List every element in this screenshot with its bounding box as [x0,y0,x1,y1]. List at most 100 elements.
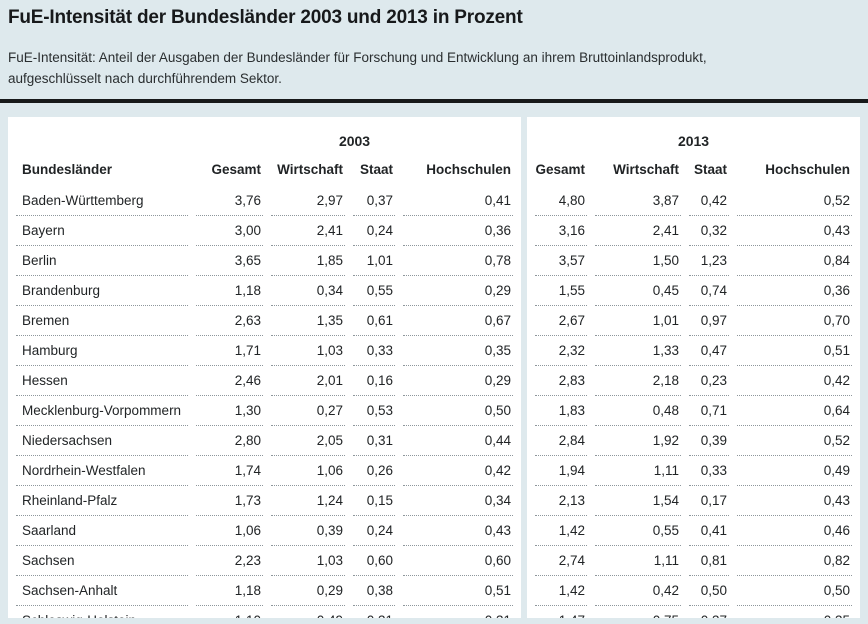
cell-wirtschaft-2013: 0,75 [595,606,681,618]
cell-wirtschaft-2013: 1,54 [595,486,681,516]
column-header-gesamt-2003: Gesamt [211,161,261,177]
cell-staat-2003: 0,15 [353,486,395,516]
subtitle-line-1: FuE-Intensität: Anteil der Ausgaben der … [8,50,707,65]
cell-gesamt-2003: 1,30 [196,396,263,426]
table-body-2013: 4,80 3,87 0,42 0,52 3,16 2,41 0,32 0,43 … [535,186,853,618]
subtitle-line-2: aufgeschlüsselt nach durchführendem Sekt… [8,71,282,86]
cell-gesamt-2013: 2,83 [535,366,587,396]
cell-staat-2013: 0,81 [689,546,729,576]
cell-hochschulen-2003: 0,41 [403,186,514,216]
cell-staat-2013: 0,23 [689,366,729,396]
table-row-2013: 1,55 0,45 0,74 0,36 [535,276,853,306]
cell-wirtschaft-2003: 1,85 [271,246,345,276]
table-row-2003: Bayern 3,00 2,41 0,24 0,36 [16,216,514,246]
table-row-2013: 2,32 1,33 0,47 0,51 [535,336,853,366]
cell-wirtschaft-2003: 1,24 [271,486,345,516]
column-header-gesamt-2013: Gesamt [535,161,585,177]
cell-staat-2013: 0,39 [689,426,729,456]
table-row-2003: Nordrhein-Westfalen 1,74 1,06 0,26 0,42 [16,456,514,486]
cell-staat-2003: 0,24 [353,216,395,246]
table-row-2013: 3,57 1,50 1,23 0,84 [535,246,853,276]
cell-staat-2013: 0,50 [689,576,729,606]
column-header-row-2003: Bundesländer Gesamt Wirtschaft Staat Hoc… [16,152,513,186]
cell-hochschulen-2013: 0,64 [737,396,853,426]
cell-hochschulen-2013: 0,70 [737,306,853,336]
cell-wirtschaft-2003: 1,03 [271,336,345,366]
column-header-wirtschaft-2013: Wirtschaft [613,161,679,177]
cell-gesamt-2013: 4,80 [535,186,587,216]
row-label: Schleswig-Holstein [16,606,188,618]
column-header-staat-2003: Staat [359,161,393,177]
row-label: Brandenburg [16,276,188,306]
table-row-2003: Schleswig-Holstein 1,10 0,49 0,31 0,31 [16,606,513,618]
cell-gesamt-2013: 2,74 [535,546,587,576]
table-body-2003: Baden-Württemberg 3,76 2,97 0,37 0,41 Ba… [16,186,514,618]
column-header-hochschulen-2013: Hochschulen [765,161,851,177]
cell-hochschulen-2013: 0,51 [737,336,853,366]
table-panel-2003: 2003 Bundesländer Gesamt Wirtschaft Staa… [8,117,521,618]
cell-gesamt-2003: 2,80 [196,426,263,456]
table-row-2003: Sachsen-Anhalt 1,18 0,29 0,38 0,51 [16,576,514,606]
page-subtitle: FuE-Intensität: Anteil der Ausgaben der … [8,47,860,89]
cell-hochschulen-2013: 0,84 [737,246,853,276]
row-label: Saarland [16,516,188,546]
cell-hochschulen-2013: 0,50 [737,576,853,606]
cell-gesamt-2013: 2,84 [535,426,587,456]
cell-hochschulen-2003: 0,67 [403,306,514,336]
cell-hochschulen-2003: 0,36 [403,216,514,246]
cell-staat-2003: 0,53 [353,396,395,426]
cell-staat-2013: 0,37 [689,606,729,618]
column-header-hochschulen-2003: Hochschulen [426,161,512,177]
cell-staat-2003: 0,24 [353,516,395,546]
cell-gesamt-2013: 1,47 [535,606,587,618]
row-label: Hessen [16,366,188,396]
cell-staat-2013: 0,41 [689,516,729,546]
cell-hochschulen-2003: 0,29 [403,366,514,396]
cell-staat-2013: 0,33 [689,456,729,486]
cell-gesamt-2003: 1,06 [196,516,263,546]
cell-hochschulen-2013: 0,52 [737,186,853,216]
cell-gesamt-2003: 1,18 [196,276,263,306]
cell-staat-2013: 0,71 [689,396,729,426]
cell-gesamt-2013: 1,83 [535,396,587,426]
cell-gesamt-2003: 2,63 [196,306,263,336]
cell-wirtschaft-2003: 0,39 [271,516,345,546]
cell-gesamt-2003: 3,00 [196,216,263,246]
column-header-wirtschaft-2003: Wirtschaft [277,161,343,177]
cell-wirtschaft-2003: 0,34 [271,276,345,306]
row-label: Sachsen [16,546,188,576]
cell-hochschulen-2003: 0,29 [403,276,514,306]
cell-wirtschaft-2003: 1,35 [271,306,345,336]
cell-gesamt-2003: 1,74 [196,456,263,486]
cell-gesamt-2013: 1,94 [535,456,587,486]
cell-wirtschaft-2013: 1,01 [595,306,681,336]
cell-staat-2013: 0,32 [689,216,729,246]
cell-gesamt-2013: 1,42 [535,516,587,546]
table-row-2003: Sachsen 2,23 1,03 0,60 0,60 [16,546,514,576]
cell-gesamt-2003: 1,73 [196,486,263,516]
cell-hochschulen-2003: 0,35 [403,336,514,366]
cell-staat-2013: 0,47 [689,336,729,366]
row-label: Bayern [16,216,188,246]
cell-hochschulen-2013: 0,49 [737,456,853,486]
cell-hochschulen-2013: 0,42 [737,366,853,396]
cell-staat-2013: 1,23 [689,246,729,276]
divider-rule [0,99,868,103]
row-label: Sachsen-Anhalt [16,576,188,606]
row-label: Rheinland-Pfalz [16,486,188,516]
table-row-2013: 2,83 2,18 0,23 0,42 [535,366,853,396]
table-2013: 2013 Gesamt Wirtschaft Staat Hochschulen… [527,117,860,618]
row-label: Berlin [16,246,188,276]
table-panel-2013: 2013 Gesamt Wirtschaft Staat Hochschulen… [527,117,860,618]
cell-hochschulen-2013: 0,52 [737,426,853,456]
cell-staat-2003: 0,31 [353,606,395,618]
cell-hochschulen-2013: 0,43 [737,486,853,516]
cell-wirtschaft-2013: 3,87 [595,186,681,216]
table-row-2013: 1,42 0,55 0,41 0,46 [535,516,853,546]
table-row-2003: Hamburg 1,71 1,03 0,33 0,35 [16,336,514,366]
table-row-2013: 3,16 2,41 0,32 0,43 [535,216,853,246]
cell-staat-2003: 0,55 [353,276,395,306]
row-label: Bremen [16,306,188,336]
cell-gesamt-2003: 2,46 [196,366,263,396]
cell-wirtschaft-2013: 0,42 [595,576,681,606]
